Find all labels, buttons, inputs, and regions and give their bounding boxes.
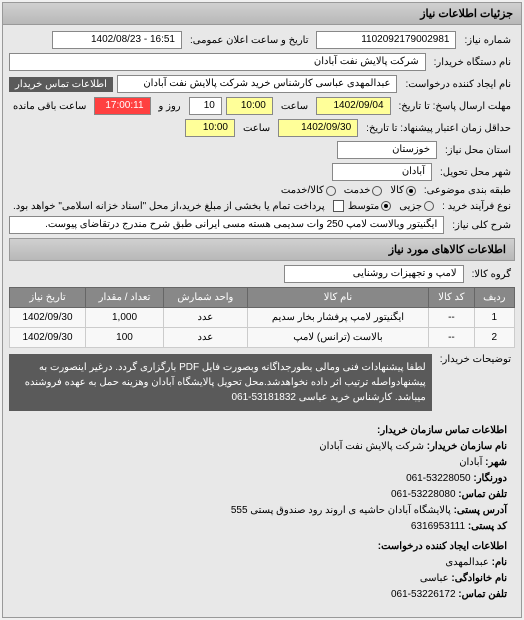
creator-phone-label: تلفن تماس: [458, 589, 507, 600]
number-label: شماره نیاز: [460, 35, 515, 46]
process-label: نوع فرآیند خرید : [438, 201, 515, 212]
validity-time-label: ساعت [239, 123, 274, 134]
cell-unit: عدد [164, 328, 248, 348]
date-label: تاریخ و ساعت اعلان عمومی: [186, 35, 313, 46]
device-label: نام دستگاه خریدار: [430, 57, 515, 68]
device-field: شرکت پالایش نفت آبادان [9, 53, 426, 71]
cell-qty: 100 [85, 328, 163, 348]
col-row: ردیف [474, 288, 514, 308]
notes-label: توضیحات خریدار: [436, 354, 515, 365]
creator-field: عبدالمهدی عباسی کارشناس خرید شرکت پالایش… [117, 75, 398, 93]
province-field: خوزستان [337, 141, 437, 159]
cell-date: 1402/09/30 [10, 328, 86, 348]
col-date: تاریخ نیاز [10, 288, 86, 308]
radio-goods[interactable]: کالا [390, 185, 416, 196]
contact-city-label: شهر: [485, 457, 507, 468]
goods-section-title: اطلاعات کالاهای مورد نیاز [9, 238, 515, 261]
cell-row: 1 [474, 308, 514, 328]
name-label: نام: [492, 557, 507, 568]
org-value: شرکت پالایش نفت آبادان [319, 441, 424, 452]
deadline-label: مهلت ارسال پاسخ: تا تاریخ: [395, 101, 515, 112]
process-note: پرداخت تمام یا بخشی از مبلغ خرید،از محل … [9, 201, 329, 212]
packaging-radio-group: کالا خدمت کالا/خدمت [281, 185, 416, 196]
group-field: لامپ و تجهیزات روشنایی [284, 265, 464, 283]
region-value: 53228050-061 [406, 473, 471, 484]
cell-qty: 1,000 [85, 308, 163, 328]
cell-name: بالاست (ترانس) لامپ [247, 328, 429, 348]
province-label: استان محل نیاز: [441, 145, 515, 156]
radio-service[interactable]: خدمت [344, 185, 383, 196]
postal-label: کد پستی: [468, 521, 507, 532]
goods-table: ردیف کد کالا نام کالا واحد شمارش تعداد /… [9, 287, 515, 348]
validity-time-field: 10:00 [185, 119, 235, 137]
cell-code: -- [429, 308, 474, 328]
cell-date: 1402/09/30 [10, 308, 86, 328]
radio-medium[interactable]: متوسط [348, 201, 391, 212]
keywords-label: شرح کلی نیاز: [448, 220, 515, 231]
number-field: 1102092179002981 [316, 31, 456, 49]
cell-code: -- [429, 328, 474, 348]
table-row: 2--بالاست (ترانس) لامپعدد1001402/09/30 [10, 328, 515, 348]
cell-name: ایگنیتور لامپ پرفشار بخار سدیم [247, 308, 429, 328]
contact-city-value: آبادان [459, 457, 482, 468]
packaging-label: طبقه بندی موضوعی: [420, 185, 515, 196]
cell-row: 2 [474, 328, 514, 348]
contact-button[interactable]: اطلاعات تماس خریدار [9, 77, 113, 92]
col-name: نام کالا [247, 288, 429, 308]
phone-label: تلفن تماس: [458, 489, 507, 500]
region-label: دورنگار: [473, 473, 507, 484]
contact-section: اطلاعات تماس سازمان خریدار: نام سازمان خ… [9, 415, 515, 611]
cell-unit: عدد [164, 308, 248, 328]
org-label: نام سازمان خریدار: [427, 441, 507, 452]
col-unit: واحد شمارش [164, 288, 248, 308]
deadline-date-field: 1402/09/04 [316, 97, 390, 115]
remaining-label: روز و [155, 101, 185, 112]
remaining-days-field: 10 [189, 97, 222, 115]
phone-value: 53228080-061 [391, 489, 456, 500]
keywords-field: ایگنیتور وبالاست لامپ 250 وات سدیمی هسته… [9, 216, 444, 234]
surname-value: عباسی [420, 573, 449, 584]
notes-text: لطفا پیشنهادات فنی ومالی بطورجداگانه وبص… [9, 354, 432, 411]
address-label: آدرس پستی: [454, 505, 507, 516]
deadline-time-label: ساعت [277, 101, 312, 112]
radio-low[interactable]: جزیی [399, 201, 434, 212]
deadline-time-field: 10:00 [226, 97, 273, 115]
city-field: آبادان [332, 163, 432, 181]
radio-both[interactable]: کالا/خدمت [281, 185, 336, 196]
contact-title: اطلاعات تماس سازمان خریدار: [377, 425, 507, 436]
validity-label: حداقل زمان اعتبار پیشنهاد: تا تاریخ: [362, 123, 515, 134]
col-qty: تعداد / مقدار [85, 288, 163, 308]
panel-title: جزئیات اطلاعات نیاز [3, 3, 521, 25]
remaining-time-field: 17:00:11 [94, 97, 150, 115]
treasury-checkbox[interactable] [333, 200, 344, 212]
creator-title: اطلاعات ایجاد کننده درخواست: [378, 541, 507, 552]
name-value: عبدالمهدی [445, 557, 489, 568]
surname-label: نام خانوادگی: [451, 573, 507, 584]
address-value: پالایشگاه آبادان حاشیه ی اروند رود صندوق… [231, 505, 451, 516]
remaining-suffix: ساعت باقی مانده [9, 101, 90, 112]
col-code: کد کالا [429, 288, 474, 308]
creator-phone-value: 53226172-061 [391, 589, 456, 600]
city-label: شهر محل تحویل: [436, 167, 515, 178]
postal-value: 6316953111 [411, 521, 465, 532]
creator-label: نام ایجاد کننده درخواست: [401, 79, 515, 90]
table-row: 1--ایگنیتور لامپ پرفشار بخار سدیمعدد1,00… [10, 308, 515, 328]
validity-date-field: 1402/09/30 [278, 119, 358, 137]
process-radio-group: جزیی متوسط [348, 201, 434, 212]
date-field: 16:51 - 1402/08/23 [52, 31, 182, 49]
group-label: گروه کالا: [468, 269, 515, 280]
